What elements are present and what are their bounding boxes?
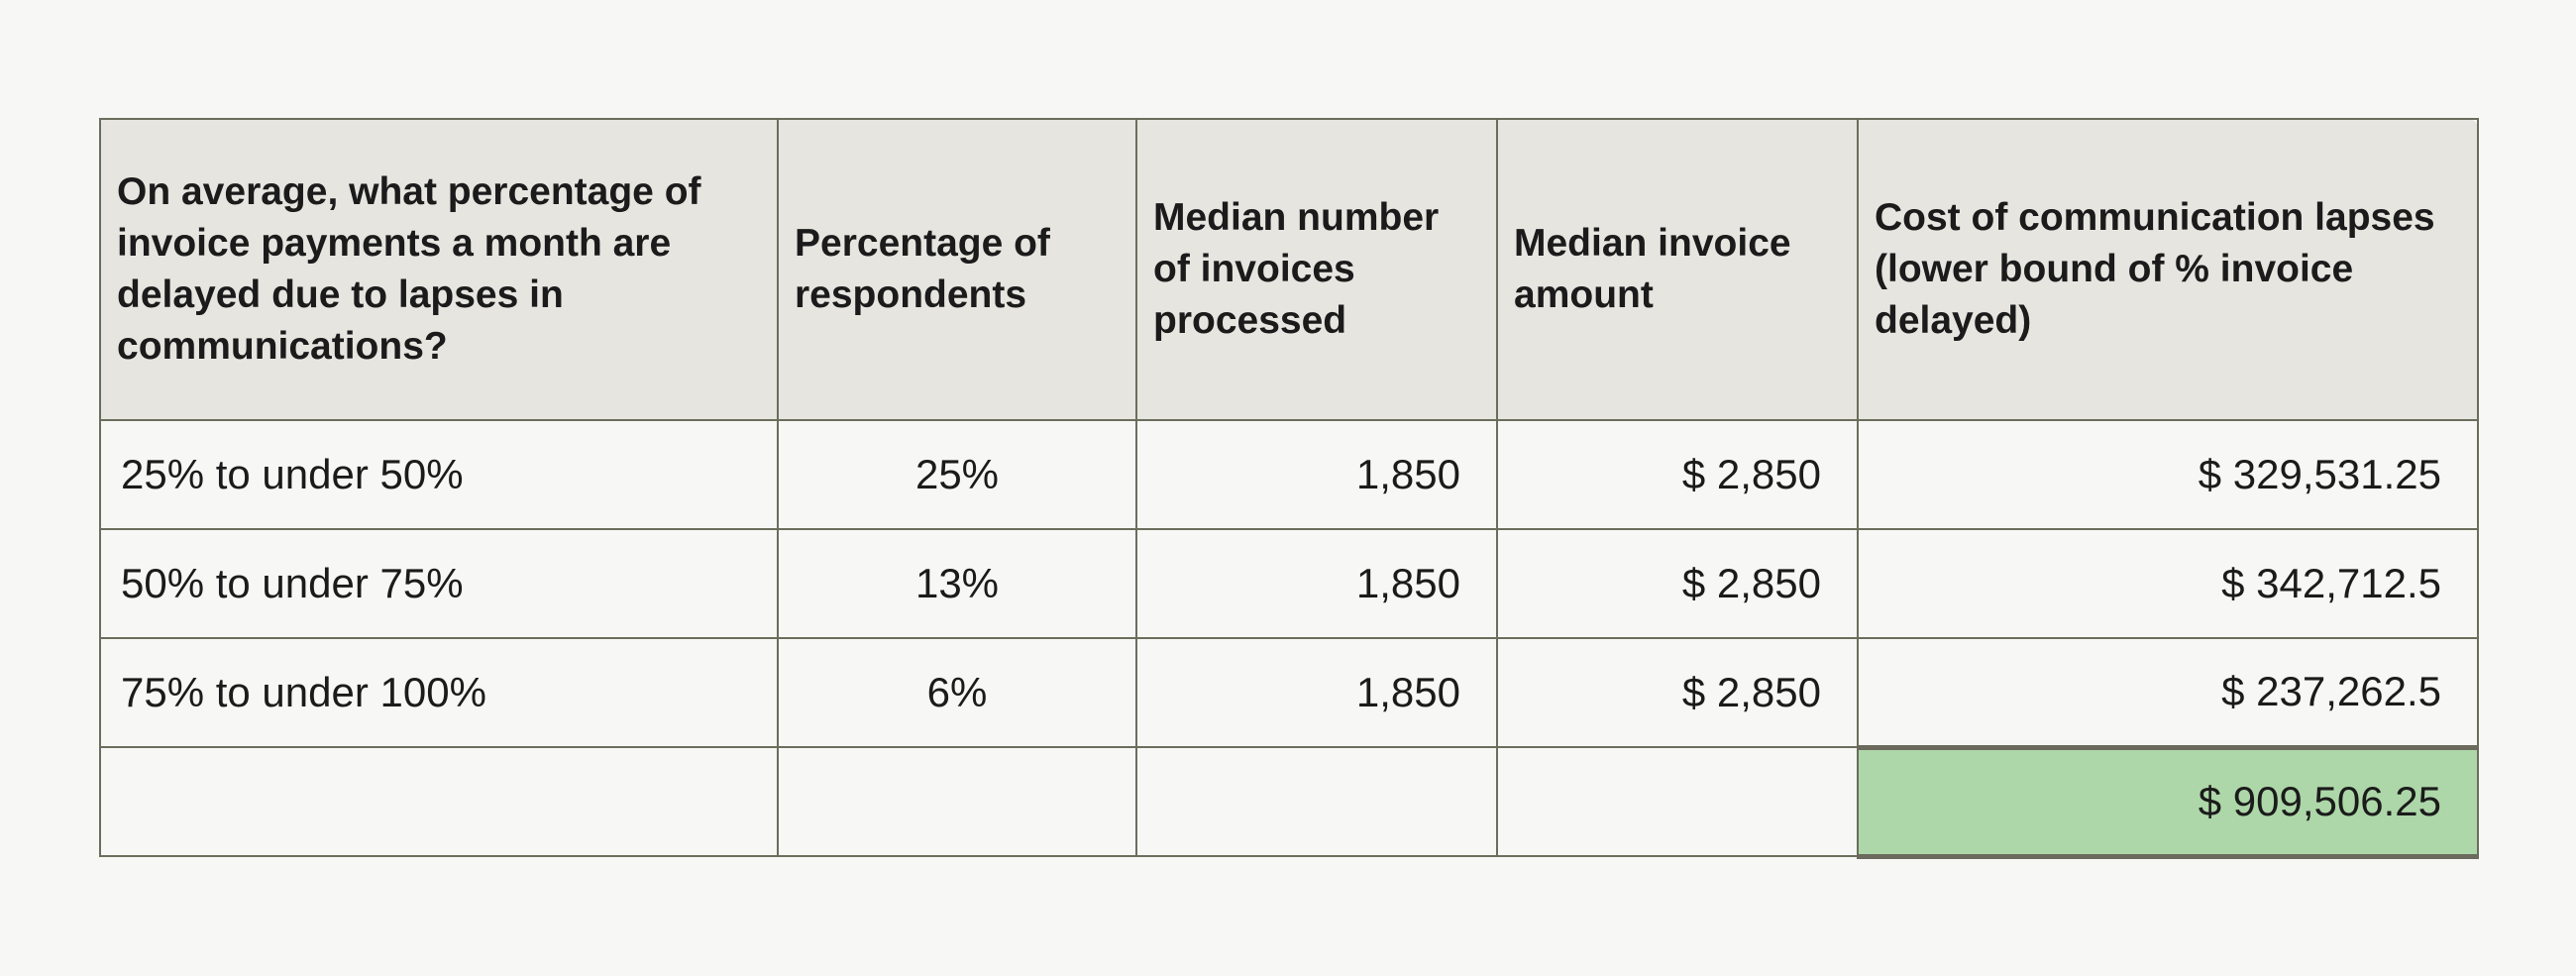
cell-cost: $ 237,262.5 xyxy=(1857,637,2479,748)
invoice-delay-cost-table: On average, what percentage of invoice p… xyxy=(99,118,2479,859)
cell-range: 25% to under 50% xyxy=(99,419,779,530)
cell-percentage: 25% xyxy=(777,419,1137,530)
cell-amount: $ 2,850 xyxy=(1496,419,1859,530)
header-delay-percentage: On average, what percentage of invoice p… xyxy=(99,118,779,421)
table-row: 50% to under 75% 13% 1,850 $ 2,850 $ 342… xyxy=(99,528,2479,639)
total-cell-empty xyxy=(777,746,1137,857)
cell-amount: $ 2,850 xyxy=(1496,528,1859,639)
table-row: 25% to under 50% 25% 1,850 $ 2,850 $ 329… xyxy=(99,419,2479,530)
cell-amount: $ 2,850 xyxy=(1496,637,1859,748)
header-percentage-of-respondents: Percentage of respondents xyxy=(777,118,1137,421)
cell-invoices: 1,850 xyxy=(1135,528,1498,639)
table-header: On average, what percentage of invoice p… xyxy=(99,118,2479,421)
table-body: 25% to under 50% 25% 1,850 $ 2,850 $ 329… xyxy=(99,419,2479,859)
cell-invoices: 1,850 xyxy=(1135,419,1498,530)
total-cell-empty xyxy=(1135,746,1498,857)
cell-percentage: 13% xyxy=(777,528,1137,639)
header-median-invoice-amount: Median invoice amount xyxy=(1496,118,1859,421)
table-row: 75% to under 100% 6% 1,850 $ 2,850 $ 237… xyxy=(99,637,2479,748)
header-median-invoices-processed: Median number of invoices processed xyxy=(1135,118,1498,421)
cell-percentage: 6% xyxy=(777,637,1137,748)
cell-cost: $ 329,531.25 xyxy=(1857,419,2479,530)
total-row: $ 909,506.25 xyxy=(99,744,2479,859)
cell-range: 75% to under 100% xyxy=(99,637,779,748)
total-cell-empty xyxy=(1496,746,1859,857)
cell-range: 50% to under 75% xyxy=(99,528,779,639)
total-cost-cell: $ 909,506.25 xyxy=(1857,744,2479,859)
header-row: On average, what percentage of invoice p… xyxy=(99,118,2479,421)
cell-invoices: 1,850 xyxy=(1135,637,1498,748)
cell-cost: $ 342,712.5 xyxy=(1857,528,2479,639)
invoice-delay-cost-table-wrapper: On average, what percentage of invoice p… xyxy=(99,118,2479,859)
header-cost-of-communication-lapses: Cost of communication lapses (lower boun… xyxy=(1857,118,2479,421)
total-cell-empty xyxy=(99,746,779,857)
